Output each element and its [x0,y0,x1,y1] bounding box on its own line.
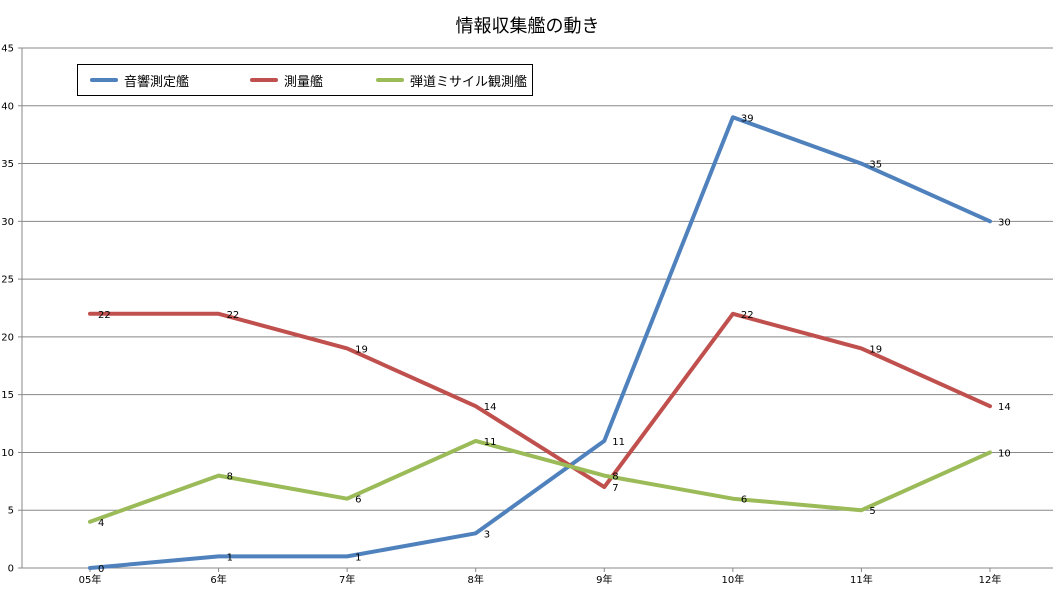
legend-swatch-0 [90,78,118,82]
series-line-1 [88,311,992,490]
data-label-2-4: 8 [612,472,618,483]
series-line-0 [88,115,992,570]
y-tick-label-2: 10 [1,448,14,459]
y-tick-label-7: 35 [1,159,14,170]
y-tick-label-0: 0 [8,564,14,575]
y-tick-label-3: 15 [1,390,14,401]
gridlines [22,47,1053,511]
legend-item-2: 弾道ミサイル観測艦 [376,72,528,90]
legend: 音響測定艦 測量艦 弾道ミサイル観測艦 [77,64,533,96]
y-tick-label-8: 40 [1,101,14,112]
data-label-2-1: 8 [227,472,233,483]
data-label-0-3: 3 [484,529,490,540]
x-tick-label-7: 12年 [979,573,1002,586]
data-label-1-4: 7 [612,483,618,494]
data-label-1-6: 19 [869,344,882,355]
chart-title: 情報収集艦の動き [455,16,600,37]
series-line-2 [88,438,992,524]
legend-swatch-2 [376,78,404,82]
data-label-0-6: 35 [869,160,882,171]
y-tick-label-4: 20 [1,332,14,343]
x-tick-label-1: 6年 [210,573,226,586]
legend-swatch-1 [250,78,278,82]
data-label-0-4: 11 [612,437,625,448]
data-label-1-7: 14 [998,402,1011,413]
data-label-1-5: 22 [741,310,754,321]
x-tick-label-5: 10年 [721,573,744,586]
x-tick-label-2: 7年 [339,573,355,586]
data-label-2-6: 5 [869,506,875,517]
series-lines [88,115,992,570]
legend-item-0: 音響測定艦 [90,72,190,90]
data-label-2-7: 10 [998,448,1011,459]
data-label-2-0: 4 [98,518,104,529]
legend-label-2: 弾道ミサイル観測艦 [410,74,528,90]
data-label-2-5: 6 [741,495,747,506]
legend-label-1: 測量艦 [284,74,324,90]
data-label-0-0: 0 [98,564,104,575]
data-label-1-2: 19 [355,344,368,355]
y-tick-label-6: 30 [1,217,14,228]
y-tick-label-5: 25 [1,275,14,286]
y-tick-label-1: 5 [8,506,14,517]
data-label-0-2: 1 [355,552,361,563]
data-label-2-3: 11 [484,437,497,448]
y-tick-label-9: 45 [1,44,14,55]
data-label-1-1: 22 [227,310,240,321]
legend-label-0: 音響測定艦 [124,74,190,90]
x-tick-label-3: 8年 [468,573,484,586]
data-label-0-5: 39 [741,113,754,124]
data-label-0-1: 1 [227,552,233,563]
legend-item-1: 測量艦 [250,72,324,90]
data-label-1-0: 22 [98,310,111,321]
x-tick-label-4: 9年 [596,573,612,586]
data-label-1-3: 14 [484,402,497,413]
x-tick-label-0: 05年 [79,573,102,586]
data-label-0-7: 30 [998,217,1011,228]
x-tick-label-6: 11年 [850,573,873,586]
data-label-2-2: 6 [355,495,361,506]
